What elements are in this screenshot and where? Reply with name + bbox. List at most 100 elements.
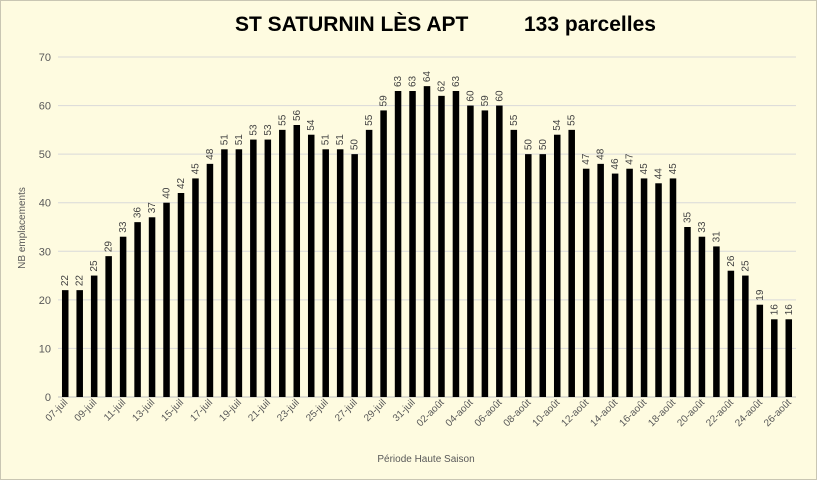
bar — [206, 163, 214, 397]
bar — [105, 256, 112, 397]
data-label: 25 — [89, 260, 100, 272]
data-label: 55 — [509, 114, 520, 126]
x-tick-label: 21-juil — [246, 397, 273, 424]
data-label: 56 — [292, 109, 303, 121]
bar — [525, 154, 532, 397]
bar — [119, 236, 127, 397]
data-label: 51 — [234, 134, 245, 146]
data-label: 37 — [147, 202, 158, 214]
data-label: 25 — [740, 260, 751, 272]
bar — [322, 149, 329, 397]
bar — [148, 217, 156, 397]
bar — [713, 246, 720, 397]
x-tick-label: 18-août — [646, 397, 678, 429]
bar — [727, 270, 735, 397]
bar — [365, 129, 373, 397]
y-tick-label: 40 — [39, 198, 51, 210]
bar — [481, 110, 489, 397]
x-tick-label: 11-juil — [102, 397, 128, 423]
y-tick-label: 70 — [39, 52, 51, 64]
x-tick-label: 25-juil — [304, 397, 331, 424]
x-tick-label: 26-août — [762, 397, 794, 429]
bar — [293, 125, 301, 397]
data-label: 48 — [596, 148, 607, 160]
bar — [655, 183, 662, 397]
bar — [742, 275, 749, 397]
bar — [409, 91, 416, 397]
data-label: 45 — [668, 163, 679, 175]
data-label: 53 — [248, 124, 259, 136]
bar — [177, 193, 185, 397]
data-label: 35 — [682, 211, 693, 223]
data-label: 45 — [639, 163, 650, 175]
x-tick-label: 27-juil — [333, 397, 360, 424]
bar — [698, 236, 706, 397]
bar — [235, 149, 243, 397]
data-label: 33 — [697, 221, 708, 233]
x-tick-label: 13-juil — [131, 397, 158, 424]
data-label: 22 — [75, 275, 86, 287]
data-label: 51 — [321, 134, 332, 146]
x-tick-label: 14-août — [588, 397, 620, 429]
data-label: 53 — [263, 124, 274, 136]
data-label: 55 — [364, 114, 375, 126]
bar — [61, 290, 69, 397]
x-tick-label: 04-août — [444, 397, 476, 429]
bar — [192, 178, 199, 397]
data-label: 50 — [538, 139, 549, 151]
data-label: 29 — [104, 241, 115, 253]
x-tick-label: 20-août — [675, 397, 707, 429]
bar — [438, 95, 445, 397]
title-location: ST SATURNIN LÈS APT — [235, 13, 469, 36]
bar — [582, 168, 590, 397]
bar — [336, 149, 344, 397]
bar — [134, 222, 141, 397]
bar — [380, 110, 387, 397]
data-label: 16 — [769, 304, 780, 316]
data-label: 60 — [494, 90, 505, 102]
bar — [510, 129, 518, 397]
data-label: 42 — [176, 177, 187, 189]
bar — [626, 168, 633, 397]
y-tick-label: 20 — [39, 295, 51, 307]
data-label: 62 — [436, 80, 447, 92]
bars — [61, 86, 793, 398]
x-tick-label: 16-août — [617, 397, 649, 429]
data-label: 63 — [408, 75, 419, 87]
bar — [394, 91, 402, 397]
bar — [539, 154, 547, 397]
bar — [496, 105, 503, 398]
data-label: 47 — [581, 153, 592, 165]
y-tick-label: 50 — [39, 149, 51, 161]
bar — [351, 154, 358, 397]
chart-title: ST SATURNIN LÈS APT 133 parcelles — [1, 13, 816, 43]
data-label: 22 — [60, 275, 71, 287]
bar — [452, 91, 460, 397]
bar — [669, 178, 677, 397]
data-label: 55 — [567, 114, 578, 126]
x-tick-label: 31-juil — [391, 397, 418, 424]
bar — [597, 163, 604, 397]
bar — [90, 275, 98, 397]
data-label: 55 — [277, 114, 288, 126]
data-label: 26 — [726, 255, 737, 267]
data-label: 51 — [335, 134, 346, 146]
bar — [553, 134, 561, 397]
x-tick-label: 24-août — [733, 397, 765, 429]
data-label: 59 — [480, 95, 491, 107]
bar — [611, 173, 619, 397]
data-label: 31 — [711, 231, 722, 243]
data-label: 54 — [306, 119, 317, 131]
x-tick-label: 02-août — [415, 397, 447, 429]
bar — [467, 105, 474, 398]
x-tick-label: 17-juil — [188, 397, 215, 424]
data-label: 46 — [610, 158, 621, 170]
bar — [221, 149, 228, 397]
y-tick-label: 10 — [39, 343, 51, 355]
x-tick-label: 09-juil — [73, 397, 100, 424]
data-label: 63 — [393, 75, 404, 87]
x-tick-label: 12-août — [560, 397, 592, 429]
